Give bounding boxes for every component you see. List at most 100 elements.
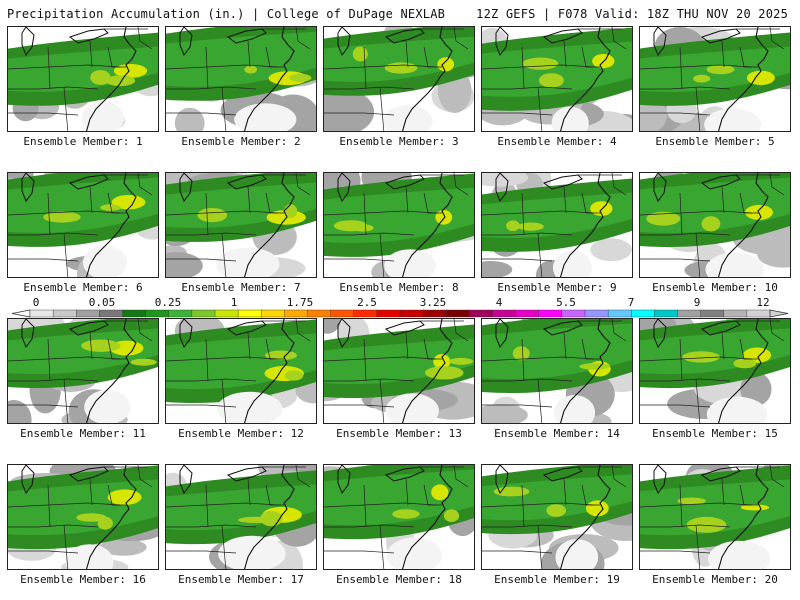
state-border — [739, 192, 758, 214]
state-border — [482, 86, 573, 90]
lake-outline — [700, 320, 741, 336]
state-border — [8, 524, 99, 528]
colorbar-swatch — [492, 309, 517, 318]
state-border — [405, 186, 409, 214]
state-border — [324, 404, 395, 408]
state-border — [611, 319, 627, 342]
ensemble-member-label: Ensemble Member: 1 — [23, 135, 143, 148]
coastline — [717, 27, 769, 131]
coastline — [85, 319, 137, 423]
heavy-precip-spot — [431, 484, 449, 501]
colorbar-tick-label: 2.5 — [357, 296, 377, 309]
state-border — [324, 502, 437, 508]
light-precip-area — [324, 319, 341, 334]
colorbar-tick-label: 1 — [230, 296, 238, 309]
colorbar-swatch — [515, 309, 540, 318]
state-border — [295, 465, 311, 488]
precipitation-map — [482, 465, 632, 569]
state-border — [166, 232, 257, 236]
colorbar-swatch — [214, 309, 239, 318]
light-precip-area — [482, 261, 513, 277]
map-panel — [481, 172, 633, 278]
colorbar-swatch — [29, 309, 54, 318]
ensemble-member-label: Ensemble Member: 16 — [20, 573, 146, 586]
color-scale-bar — [11, 309, 789, 318]
heavy-precip-spot — [443, 509, 460, 522]
light-precip-area — [166, 252, 203, 277]
state-border — [324, 64, 437, 70]
heavy-precip-spot — [590, 201, 613, 216]
state-border — [640, 378, 731, 382]
dry-area — [234, 103, 297, 131]
state-border — [137, 465, 153, 488]
coastline — [85, 27, 137, 131]
map-panel — [323, 172, 475, 278]
state-border — [324, 86, 415, 90]
heavy-precip-spot — [76, 513, 107, 522]
state-border — [205, 484, 209, 528]
ensemble-member-label: Ensemble Member: 14 — [494, 427, 620, 440]
state-border — [63, 524, 69, 569]
state-border — [482, 356, 595, 362]
heavy-precip-spot — [538, 73, 564, 88]
colorbar-swatch — [330, 309, 355, 318]
ensemble-member-label: Ensemble Member: 20 — [652, 573, 778, 586]
state-border — [8, 232, 99, 236]
state-border — [453, 27, 469, 50]
precipitation-map — [640, 173, 790, 277]
state-border — [537, 524, 543, 569]
heavy-precip-spot — [100, 204, 121, 211]
state-border — [521, 338, 525, 382]
state-border — [482, 232, 573, 236]
colorbar-swatch — [399, 309, 424, 318]
ensemble-member-label: Ensemble Member: 6 — [23, 281, 143, 294]
precipitation-map — [8, 465, 158, 569]
state-border — [611, 27, 627, 50]
state-border — [247, 40, 251, 68]
coastline — [559, 173, 611, 277]
state-border — [166, 502, 279, 508]
lake-outline — [542, 174, 583, 190]
precipitation-map — [324, 319, 474, 423]
state-border — [363, 192, 367, 236]
state-border — [640, 64, 753, 70]
coastline — [85, 173, 137, 277]
heavy-precip-spot — [197, 208, 228, 223]
lake-outline — [542, 466, 583, 482]
lake-outline — [384, 174, 425, 190]
colorbar-tick-label: 3.25 — [419, 296, 447, 309]
state-border — [423, 192, 442, 214]
state-border — [8, 356, 121, 362]
heavy-precip-spot — [686, 516, 727, 533]
precipitation-map — [8, 319, 158, 423]
state-border — [482, 404, 553, 408]
state-border — [563, 186, 567, 214]
state-border — [47, 484, 51, 528]
coastline — [401, 27, 453, 131]
state-border — [265, 484, 284, 506]
state-border — [721, 478, 725, 506]
lake-outline — [653, 173, 667, 203]
state-border — [581, 484, 600, 506]
ensemble-member-label: Ensemble Member: 9 — [497, 281, 617, 294]
colorbar-swatch — [99, 309, 124, 318]
map-panel — [165, 26, 317, 132]
state-border — [221, 378, 227, 423]
state-border — [379, 86, 385, 131]
ensemble-member-label: Ensemble Member: 19 — [494, 573, 620, 586]
colorbar-tick-label: 12 — [756, 296, 770, 309]
heavy-precip-spot — [81, 339, 121, 352]
state-border — [137, 27, 153, 50]
state-border — [769, 465, 785, 488]
state-border — [363, 484, 367, 528]
state-border — [8, 378, 99, 382]
state-border — [769, 319, 785, 342]
state-border — [379, 232, 385, 277]
heavy-precip-spot — [111, 195, 146, 210]
state-border — [769, 27, 785, 50]
map-panel — [639, 464, 791, 570]
state-border — [721, 40, 725, 68]
state-border — [265, 46, 284, 68]
lake-outline — [226, 174, 267, 190]
state-border — [695, 86, 701, 131]
